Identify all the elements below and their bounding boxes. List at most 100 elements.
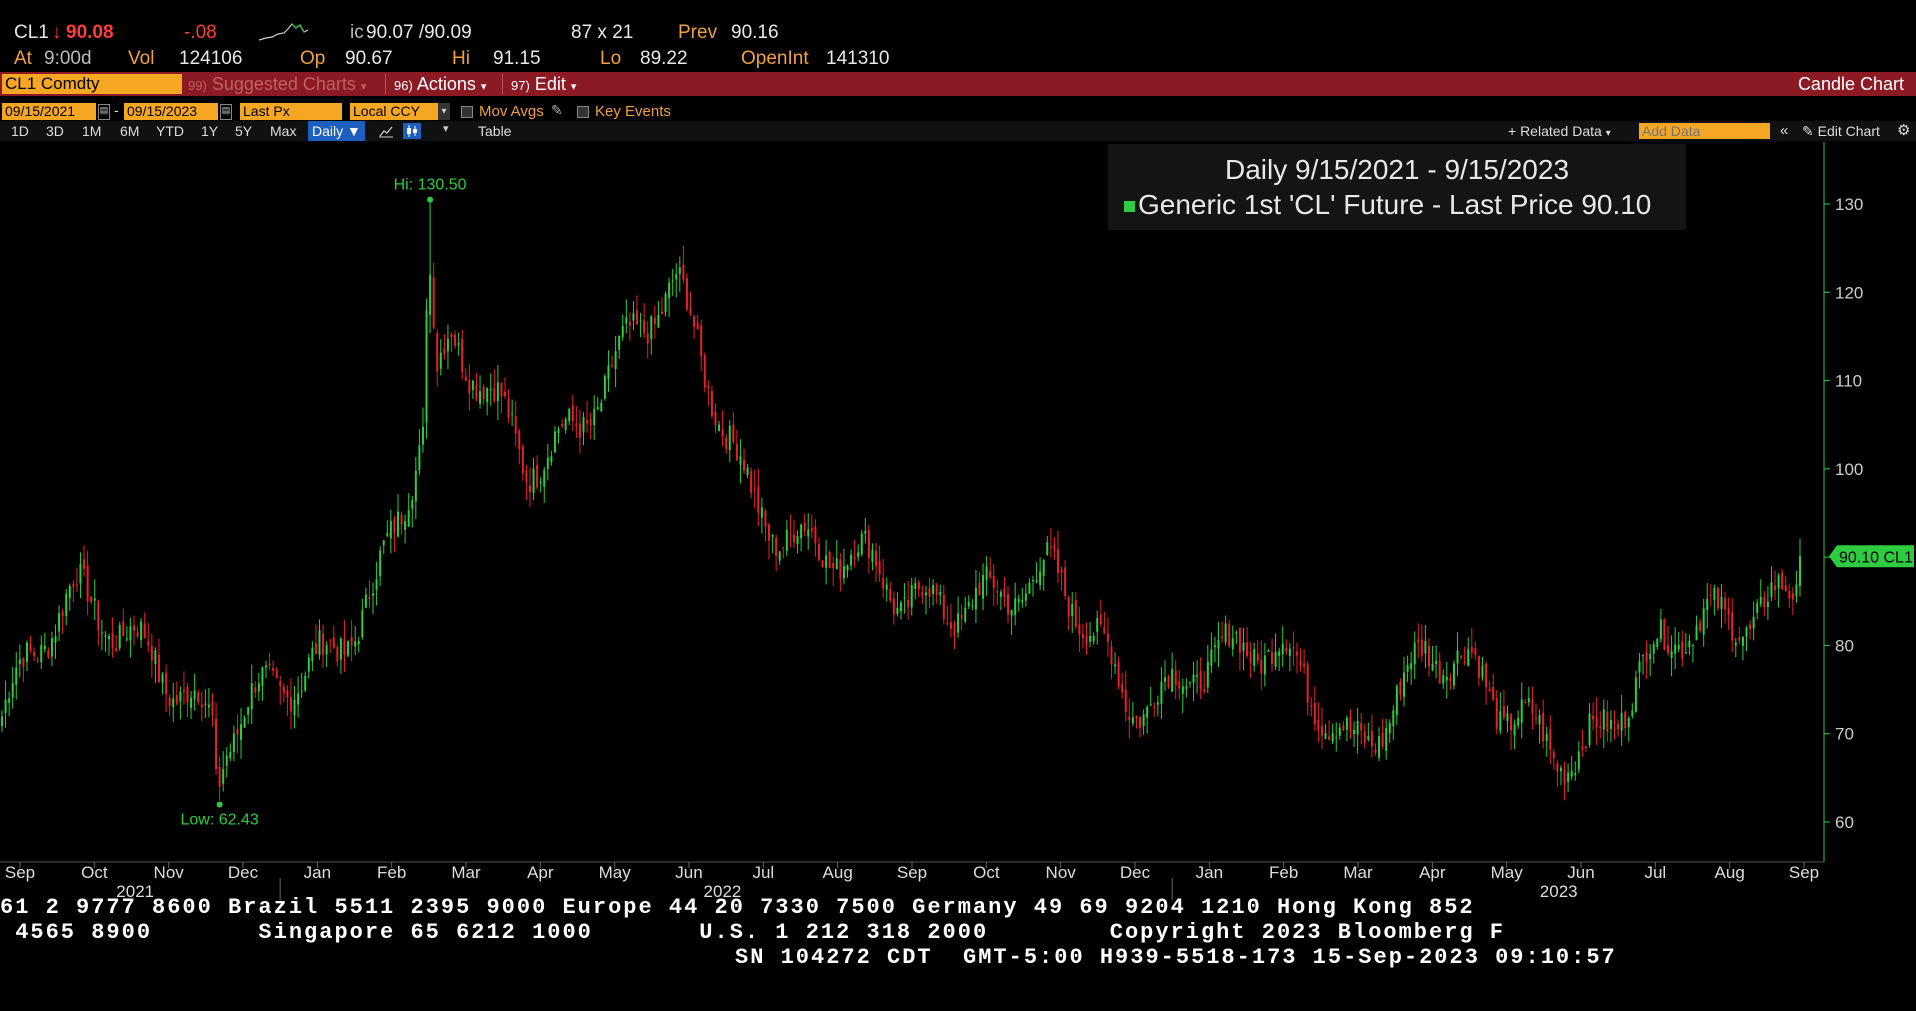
- candle-body: [304, 675, 307, 691]
- period-select[interactable]: Daily ▼: [308, 121, 365, 141]
- range-1m[interactable]: 1M: [82, 123, 102, 139]
- candle-body: [1470, 647, 1473, 653]
- candle-body: [1035, 580, 1038, 582]
- candle-body: [1124, 689, 1127, 713]
- key-events-checkbox[interactable]: [577, 106, 589, 118]
- candle-body: [875, 550, 878, 567]
- candle-body: [1431, 663, 1434, 671]
- down-arrow-icon: ↓: [52, 22, 62, 43]
- candle-body: [1188, 682, 1191, 684]
- calendar-icon[interactable]: ▤: [98, 104, 110, 120]
- end-date-field[interactable]: 09/15/2023: [124, 103, 218, 120]
- candle-body: [860, 533, 863, 555]
- candle-body: [735, 443, 738, 460]
- chevron-down-icon[interactable]: ▾: [443, 123, 449, 135]
- range-max[interactable]: Max: [270, 123, 297, 139]
- add-data-input[interactable]: [1639, 123, 1770, 139]
- candle-body: [889, 588, 892, 601]
- candle-body: [967, 602, 970, 607]
- calendar-icon[interactable]: ▤: [220, 104, 232, 120]
- candle-body: [1313, 702, 1316, 725]
- price-chart[interactable]: 60 70 80 100 110 120 130 Sep Oct Nov Dec Jan Feb Mar A…: [0, 142, 1916, 902]
- candle-body: [1417, 639, 1420, 643]
- candle-body: [746, 467, 749, 476]
- candle-body: [1374, 749, 1377, 754]
- candle-body: [1403, 672, 1406, 697]
- candle-body: [254, 687, 257, 693]
- candle-body: [1774, 585, 1777, 591]
- suggested-charts-menu[interactable]: 99) Suggested Charts ▾: [188, 72, 366, 96]
- chevron-down-icon: ▾: [570, 81, 577, 93]
- security-field[interactable]: CL1 Comdty: [2, 74, 182, 94]
- candle-body: [1763, 597, 1766, 608]
- candle-body: [1588, 713, 1591, 746]
- bid-ask: 90.07 /90.09: [366, 22, 472, 43]
- footer-session-line: SN 104272 CDT GMT-5:00 H939-5518-173 15-…: [735, 945, 1617, 970]
- candle-body: [236, 728, 239, 735]
- candle-body: [1524, 701, 1527, 704]
- candle-body: [68, 585, 71, 599]
- y-tick-label: 130: [1835, 195, 1863, 214]
- candle-chart-icon[interactable]: [403, 123, 421, 139]
- candle-body: [539, 481, 542, 484]
- gear-icon[interactable]: ⚙: [1897, 122, 1911, 139]
- edit-chart-button[interactable]: ✎ Edit Chart: [1802, 121, 1880, 141]
- edit-menu[interactable]: 97) Edit ▾: [511, 72, 576, 96]
- actions-menu[interactable]: 96) Actions ▾: [394, 72, 486, 96]
- candle-body: [1363, 731, 1366, 744]
- candle-body: [1424, 640, 1427, 654]
- candle-body: [846, 565, 849, 571]
- candle-body: [1681, 641, 1684, 659]
- range-1d[interactable]: 1D: [11, 123, 29, 139]
- collapse-icon[interactable]: «: [1780, 122, 1789, 139]
- candle-body: [1217, 639, 1220, 649]
- pencil-icon[interactable]: ✎: [551, 102, 563, 118]
- candle-body: [311, 647, 314, 662]
- candle-body: [611, 365, 614, 367]
- mov-avgs-label[interactable]: Mov Avgs: [479, 103, 544, 120]
- currency-select[interactable]: Local CCY: [350, 103, 438, 120]
- last-price-tag: [1829, 545, 1914, 568]
- candle-body: [165, 672, 168, 695]
- candle-body: [557, 429, 560, 434]
- candle-body: [760, 507, 763, 518]
- openint-label: OpenInt: [741, 48, 809, 69]
- start-date-field[interactable]: 09/15/2021: [2, 103, 96, 120]
- related-data-menu[interactable]: + Related Data ▾: [1508, 121, 1611, 141]
- candle-body: [1791, 593, 1794, 600]
- candle-body: [1163, 677, 1166, 682]
- legend-swatch: [1124, 201, 1135, 213]
- range-3d[interactable]: 3D: [46, 123, 64, 139]
- key-events-label[interactable]: Key Events: [595, 103, 671, 120]
- x-tick-label: Nov: [1046, 863, 1077, 882]
- candle-body: [118, 624, 121, 649]
- candle-body: [1135, 716, 1138, 719]
- candle-body: [190, 697, 193, 708]
- table-button[interactable]: Table: [478, 123, 512, 139]
- candle-body: [482, 386, 485, 400]
- range-6m[interactable]: 6M: [120, 123, 140, 139]
- field-select[interactable]: Last Px: [240, 103, 342, 120]
- chevron-down-icon[interactable]: ▾: [438, 103, 450, 120]
- candle-body: [40, 645, 43, 663]
- candle-body: [825, 555, 828, 568]
- candle-body: [803, 522, 806, 532]
- candle-body: [286, 690, 289, 698]
- candle-body: [1506, 713, 1509, 721]
- range-5y[interactable]: 5Y: [235, 123, 253, 139]
- range-1y[interactable]: 1Y: [201, 123, 219, 139]
- candle-body: [1638, 661, 1641, 673]
- line-chart-icon[interactable]: [378, 123, 394, 139]
- x-tick-label: Aug: [1715, 863, 1745, 882]
- candle-body: [932, 584, 935, 595]
- mov-avgs-checkbox[interactable]: [461, 106, 473, 118]
- candle-body: [1795, 584, 1798, 597]
- candle-body: [1724, 598, 1727, 610]
- x-tick-label: Jan: [1196, 863, 1223, 882]
- candle-body: [1231, 638, 1234, 649]
- candle-body: [122, 621, 125, 637]
- edit-num: 97): [511, 78, 530, 93]
- candle-body: [282, 686, 285, 693]
- range-ytd[interactable]: YTD: [156, 123, 184, 139]
- x-year-label: 2022: [704, 882, 742, 901]
